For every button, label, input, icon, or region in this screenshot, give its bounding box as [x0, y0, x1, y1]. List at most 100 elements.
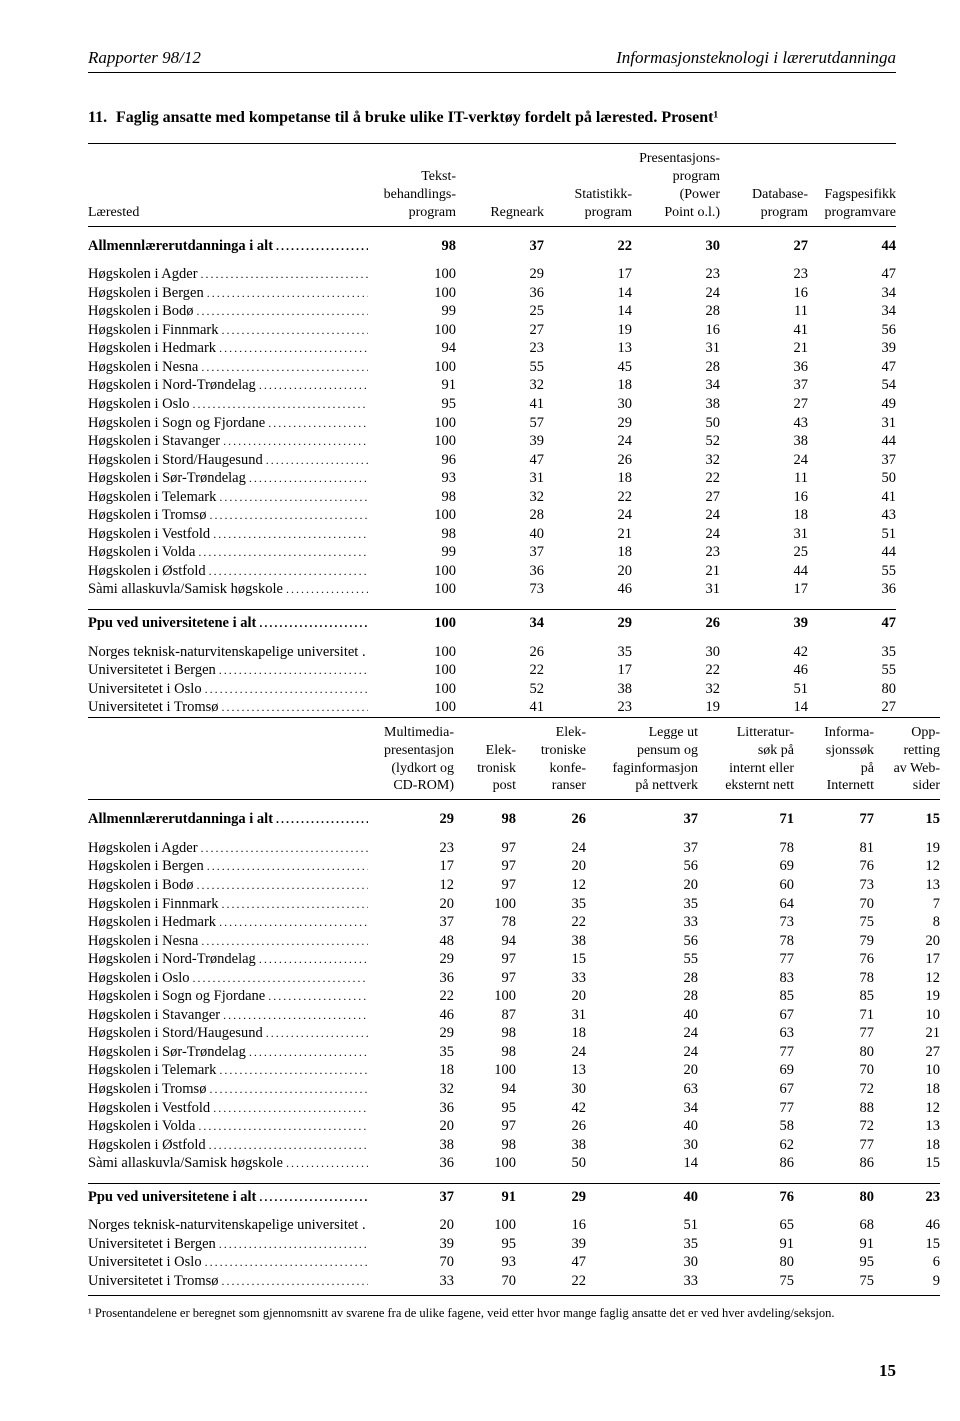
- cell: 23: [874, 1188, 940, 1207]
- cell: 11: [720, 302, 808, 321]
- cell: 100: [454, 1216, 516, 1235]
- cell: 17: [544, 661, 632, 680]
- cell: 37: [586, 839, 698, 858]
- header-right: Informasjonsteknologi i lærerutdanninga: [616, 48, 896, 68]
- cell: 100: [368, 358, 456, 377]
- cell: 20: [586, 876, 698, 895]
- table-2-head: Multimedia-presentasjon(lydkort ogCD-ROM…: [88, 717, 940, 800]
- cell: 81: [794, 839, 874, 858]
- cell: 36: [368, 969, 454, 988]
- cell: 20: [516, 857, 586, 876]
- cell: 77: [794, 810, 874, 829]
- cell: 20: [368, 895, 454, 914]
- cell: 30: [586, 1136, 698, 1155]
- cell: 6: [874, 1253, 940, 1272]
- col-header: Statistikk-program: [544, 144, 632, 227]
- cell: 20: [368, 1117, 454, 1136]
- cell: 27: [720, 237, 808, 256]
- row-label: Høgskolen i Hedmark: [88, 339, 368, 358]
- row-label: Høgskolen i Finnmark: [88, 321, 368, 340]
- cell: 62: [698, 1136, 794, 1155]
- row-label: Høgskolen i Volda: [88, 1117, 368, 1136]
- cell: 38: [544, 680, 632, 699]
- cell: 35: [808, 643, 896, 662]
- cell: 43: [808, 506, 896, 525]
- cell: 39: [368, 1235, 454, 1254]
- cell: 95: [454, 1235, 516, 1254]
- row-label: Norges teknisk-naturvitenskapelige unive…: [88, 1216, 368, 1235]
- row-label: Høgskolen i Oslo: [88, 969, 368, 988]
- cell: 41: [808, 488, 896, 507]
- cell: 77: [794, 1136, 874, 1155]
- cell: 31: [808, 414, 896, 433]
- cell: 36: [368, 1154, 454, 1173]
- col-header: Litteratur-søk påinternt ellereksternt n…: [698, 717, 794, 800]
- cell: 64: [698, 895, 794, 914]
- cell: 28: [586, 969, 698, 988]
- cell: 46: [368, 1006, 454, 1025]
- cell: 63: [586, 1080, 698, 1099]
- cell: 32: [632, 451, 720, 470]
- row-label: Høgskolen i Nord-Trøndelag: [88, 376, 368, 395]
- cell: 78: [794, 969, 874, 988]
- row-label: Høgskolen i Telemark: [88, 1061, 368, 1080]
- cell: 51: [720, 680, 808, 699]
- cell: 27: [456, 321, 544, 340]
- cell: 14: [586, 1154, 698, 1173]
- cell: 100: [368, 698, 456, 717]
- cell: 17: [874, 950, 940, 969]
- table-row: Høgskolen i Vestfold984021243151: [88, 525, 896, 544]
- table-row: Høgskolen i Sør-Trøndelag35982424778027: [88, 1043, 940, 1062]
- row-label: Universitetet i Oslo: [88, 1253, 368, 1272]
- row-label: Høgskolen i Vestfold: [88, 525, 368, 544]
- table-row: Høgskolen i Stavanger46873140677110: [88, 1006, 940, 1025]
- cell: 44: [808, 237, 896, 256]
- cell: 36: [456, 562, 544, 581]
- cell: 86: [698, 1154, 794, 1173]
- cell: 12: [368, 876, 454, 895]
- cell: 33: [368, 1272, 454, 1291]
- cell: 29: [368, 1024, 454, 1043]
- cell: 37: [720, 376, 808, 395]
- cell: 31: [720, 525, 808, 544]
- row-label: Høgskolen i Agder: [88, 265, 368, 284]
- cell: 12: [874, 857, 940, 876]
- cell: 18: [544, 543, 632, 562]
- cell: 30: [516, 1080, 586, 1099]
- cell: 26: [456, 643, 544, 662]
- cell: 15: [516, 950, 586, 969]
- cell: 76: [698, 1188, 794, 1207]
- cell: 28: [586, 987, 698, 1006]
- cell: 16: [516, 1216, 586, 1235]
- cell: 72: [794, 1080, 874, 1099]
- table-row: Høgskolen i Bergen17972056697612: [88, 857, 940, 876]
- row-label: Norges teknisk-naturvitenskapelige unive…: [88, 643, 368, 662]
- cell: 94: [368, 339, 456, 358]
- cell: 37: [368, 1188, 454, 1207]
- cell: 29: [544, 414, 632, 433]
- cell: 35: [586, 895, 698, 914]
- table-row: Universitetet i Oslo1005238325180: [88, 680, 896, 699]
- cell: 37: [456, 237, 544, 256]
- table-row: Høgskolen i Sogn og Fjordane221002028858…: [88, 987, 940, 1006]
- cell: 55: [586, 950, 698, 969]
- cell: 91: [454, 1188, 516, 1207]
- running-header: Rapporter 98/12 Informasjonsteknologi i …: [88, 48, 896, 73]
- section-heading-row: Allmennlærerutdanninga i alt983722302744: [88, 237, 896, 256]
- cell: 36: [808, 580, 896, 599]
- cell: 24: [632, 284, 720, 303]
- cell: 67: [698, 1006, 794, 1025]
- cell: 97: [454, 876, 516, 895]
- cell: 75: [794, 1272, 874, 1291]
- cell: 34: [808, 284, 896, 303]
- cell: 41: [720, 321, 808, 340]
- row-label: Høgskolen i Sør-Trøndelag: [88, 1043, 368, 1062]
- cell: 23: [368, 839, 454, 858]
- cell: 12: [874, 1099, 940, 1118]
- row-label: Høgskolen i Bergen: [88, 857, 368, 876]
- cell: 68: [794, 1216, 874, 1235]
- table-row: Høgskolen i Volda993718232544: [88, 543, 896, 562]
- table-row: Høgskolen i Østfold1003620214455: [88, 562, 896, 581]
- cell: 40: [456, 525, 544, 544]
- cell: 18: [720, 506, 808, 525]
